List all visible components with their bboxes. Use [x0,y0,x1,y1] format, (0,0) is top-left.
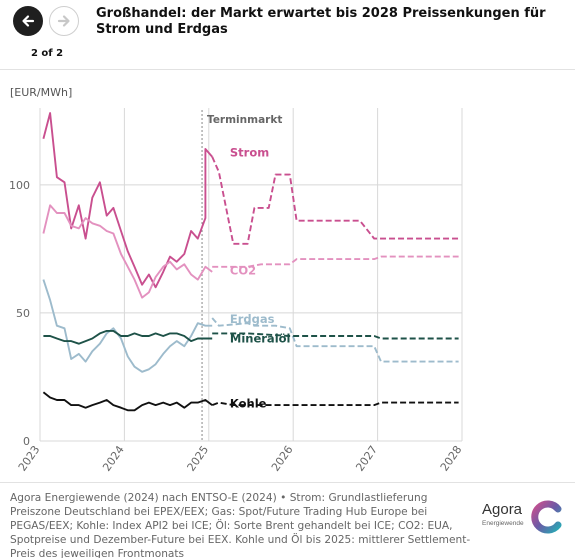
y-tick-label: 50 [16,307,30,320]
series-erdgas-forward-line [211,317,459,363]
chart-title: Großhandel: der Markt erwartet bis 2028 … [96,6,546,37]
series-strom-forward-line [211,156,459,245]
x-tick-label: 2028 [438,443,465,473]
arrow-right-icon [57,15,70,27]
series-mineraloel-spot-line [43,329,213,345]
x-tick-label: 2026 [269,443,296,473]
series-label-kohle: Kohle [230,397,267,411]
series-strom-spot-line [42,112,213,289]
header-bar: 2 of 2 Großhandel: der Markt erwartet bi… [0,0,575,70]
logo-wordmark: Agora [482,501,523,518]
source-note: Agora Energiewende (2024) nach ENTSO-E (… [10,492,471,558]
y-tick-label: 100 [9,179,30,192]
price-chart: 0 50 100 2023 2024 2025 2026 2027 2028 Terminmark… [9,108,465,474]
series-kohle-forward-line [211,401,459,407]
chart-area: [EUR/MWh] 0 50 100 2023 2024 2025 2026 2027 2028… [0,72,575,482]
series-co2-forward-line [212,255,459,268]
agora-logo: Agora Energiewende [480,495,570,539]
logo-subtitle: Energiewende [482,520,524,527]
logo-mark-icon [531,500,562,534]
x-tick-label: 2023 [16,443,43,473]
arrow-left-icon [22,15,35,27]
x-tick-label: 2024 [100,443,127,473]
series-erdgas-spot-line [42,279,213,373]
x-tick-label: 2025 [185,443,212,473]
forward-market-label: Terminmarkt [207,114,282,126]
series-label-strom: Strom [230,146,269,160]
footer: Agora Energiewende (2024) nach ENTSO-E (… [0,482,575,558]
x-tick-label: 2027 [353,443,380,473]
next-button[interactable] [49,6,79,36]
series-label-erdgas: Erdgas [230,312,275,326]
y-unit-label: [EUR/MWh] [10,86,73,99]
series-co2-spot-line [42,204,213,299]
series-label-co2: CO2 [230,264,256,278]
series-label-mineraloel: Mineralöl [230,331,291,345]
series-kohle-spot-line [42,391,213,412]
page-counter: 2 of 2 [30,48,64,59]
previous-button[interactable] [13,6,43,36]
y-tick-label: 0 [23,435,30,448]
series-mineraloel-forward-line [212,332,459,340]
